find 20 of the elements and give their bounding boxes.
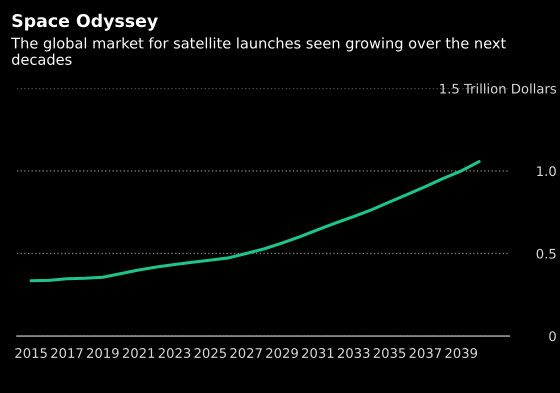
x-tick-label: 2033 [338,348,370,358]
x-tick-label: 2025 [194,348,226,358]
x-tick-label: 2015 [15,348,47,358]
x-tick-label: 2037 [410,348,442,358]
x-tick-label: 2017 [51,348,83,358]
y-tick-label: 1.0 [537,166,556,176]
x-tick-label: 2031 [302,348,334,358]
chart-title: Space Odyssey [12,14,158,31]
chart-subtitle: The global market for satellite launches seen growing over the next decades [11,37,506,65]
x-tick-label: 2021 [122,348,154,358]
x-tick-label: 2019 [86,348,119,358]
x-tick-label: 2023 [158,348,190,358]
x-tick-label: 2039 [445,348,478,358]
y-tick-label: 1.5 Trillion Dollars [440,83,556,94]
y-tick-label: 0.5 [536,248,556,259]
line-series [30,160,481,282]
y-tick-label: 0 [549,331,556,342]
x-tick-label: 2027 [230,348,262,358]
x-tick-label: 2035 [374,348,406,358]
x-tick-label: 2029 [266,348,298,358]
